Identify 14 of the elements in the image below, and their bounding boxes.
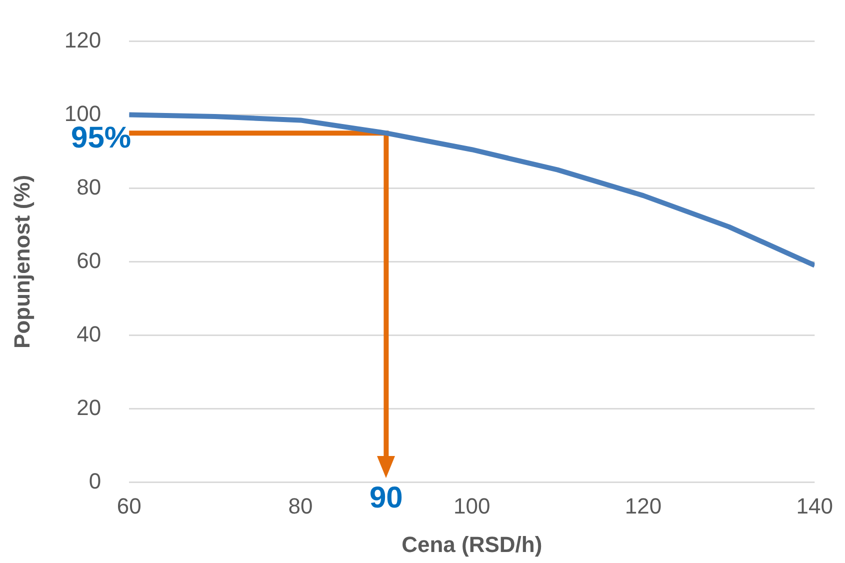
y-axis-title: Popunjenost (%)	[9, 174, 34, 348]
y-tick-label: 120	[64, 27, 102, 52]
x-tick-label: 140	[796, 493, 834, 518]
y-tick-label: 40	[76, 321, 102, 346]
x-axis-title: Cena (RSD/h)	[402, 532, 542, 557]
y-tick-label: 80	[76, 174, 102, 200]
x-tick-label: 80	[288, 493, 313, 518]
y-tick-label: 20	[76, 394, 102, 420]
x-tick-label: 60	[116, 493, 142, 518]
x-tick-label: 100	[454, 493, 490, 518]
x-tick-label: 120	[624, 493, 662, 518]
y-tick-label: 0	[88, 468, 102, 494]
y-tick-label: 60	[76, 248, 102, 273]
ref-line-label: 90	[369, 481, 403, 514]
